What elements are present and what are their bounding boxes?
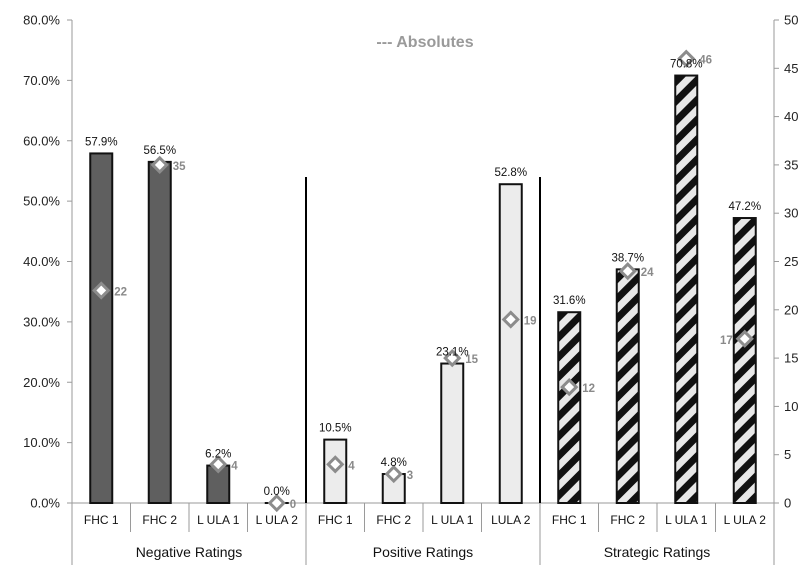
absolute-marker [267, 493, 286, 513]
right-tick-label: 10 [784, 399, 798, 414]
left-tick-label: 30.0% [23, 314, 60, 329]
bar-hatched [732, 217, 757, 504]
absolute-label: 4 [348, 460, 355, 472]
category-label: FHC 2 [142, 513, 177, 527]
category-label: L ULA 1 [197, 513, 240, 527]
left-tick-label: 0.0% [30, 496, 60, 511]
category-label: FHC 2 [376, 513, 411, 527]
category-label: L ULA 2 [256, 513, 299, 527]
absolute-marker [560, 377, 579, 397]
right-tick-label: 50 [784, 13, 798, 28]
bar-light [498, 183, 523, 504]
bar-solid-dark [147, 160, 172, 504]
absolute-marker [618, 262, 637, 281]
absolute-label: 3 [407, 470, 413, 482]
value-label: 0.0% [264, 486, 290, 498]
absolute-marker [326, 455, 345, 474]
left-tick-label: 60.0% [23, 133, 60, 148]
category-label: L ULA 1 [665, 513, 708, 527]
absolute-label: 24 [641, 267, 654, 279]
bar-hatched [615, 268, 640, 504]
chart-title: --- Absolutes [376, 34, 473, 51]
group-label: Negative Ratings [136, 544, 243, 560]
value-label: 4.8% [381, 457, 407, 469]
value-label: 57.9% [85, 136, 118, 148]
left-tick-label: 80.0% [23, 13, 60, 28]
bar-light [440, 362, 465, 504]
value-label: 56.5% [143, 145, 176, 157]
category-label: FHC 1 [552, 513, 587, 527]
absolute-marker [677, 49, 696, 68]
value-label: 6.2% [205, 449, 231, 461]
absolute-marker [209, 455, 228, 474]
bar-hatched [557, 311, 582, 504]
category-label: FHC 2 [610, 513, 645, 527]
category-label: LULA 2 [491, 513, 531, 527]
right-tick-label: 35 [784, 157, 798, 172]
absolute-label: 0 [290, 499, 296, 511]
absolute-marker [384, 464, 403, 484]
category-label: FHC 1 [84, 513, 119, 527]
right-tick-label: 20 [784, 302, 798, 317]
left-tick-label: 70.0% [23, 73, 60, 88]
category-label: L ULA 2 [724, 513, 767, 527]
value-label: 31.6% [553, 295, 586, 307]
absolute-marker [92, 281, 111, 300]
right-tick-label: 45 [784, 61, 798, 76]
category-label: FHC 1 [318, 513, 353, 527]
right-tick-label: 40 [784, 109, 798, 124]
value-label: 23.1% [436, 347, 469, 359]
right-tick-label: 5 [784, 447, 791, 462]
absolute-marker [150, 155, 169, 175]
markers [92, 49, 754, 513]
absolute-marker [735, 329, 754, 348]
right-tick-label: 25 [784, 254, 798, 269]
right-tick-label: 15 [784, 351, 798, 366]
bar-hatched [674, 74, 699, 504]
value-label: 47.2% [728, 201, 761, 213]
group-label: Strategic Ratings [604, 544, 711, 560]
bar-solid-dark [89, 152, 114, 505]
absolute-label: 46 [699, 55, 712, 67]
group-label: Positive Ratings [373, 544, 473, 560]
right-tick-label: 30 [784, 206, 798, 221]
left-tick-label: 20.0% [23, 375, 60, 390]
value-label: 38.7% [611, 252, 644, 264]
left-tick-label: 50.0% [23, 194, 60, 209]
absolute-label: 4 [231, 460, 238, 472]
absolute-label: 12 [582, 383, 595, 395]
bars [89, 74, 757, 505]
right-tick-label: 0 [784, 496, 791, 511]
absolute-label: 22 [114, 286, 127, 298]
value-label: 10.5% [319, 423, 352, 435]
axes: 0.0%10.0%20.0%30.0%40.0%50.0%60.0%70.0%8… [23, 13, 798, 565]
absolute-label: 15 [465, 354, 478, 366]
category-label: L ULA 1 [431, 513, 474, 527]
absolute-label: 17 [720, 335, 733, 347]
left-tick-label: 40.0% [23, 254, 60, 269]
absolute-label: 35 [173, 161, 186, 173]
absolute-marker [443, 348, 462, 368]
left-tick-label: 10.0% [23, 435, 60, 450]
absolute-label: 19 [524, 315, 537, 327]
value-label: 52.8% [494, 167, 527, 179]
absolute-marker [501, 310, 520, 329]
value-label: 70.8% [670, 59, 703, 71]
